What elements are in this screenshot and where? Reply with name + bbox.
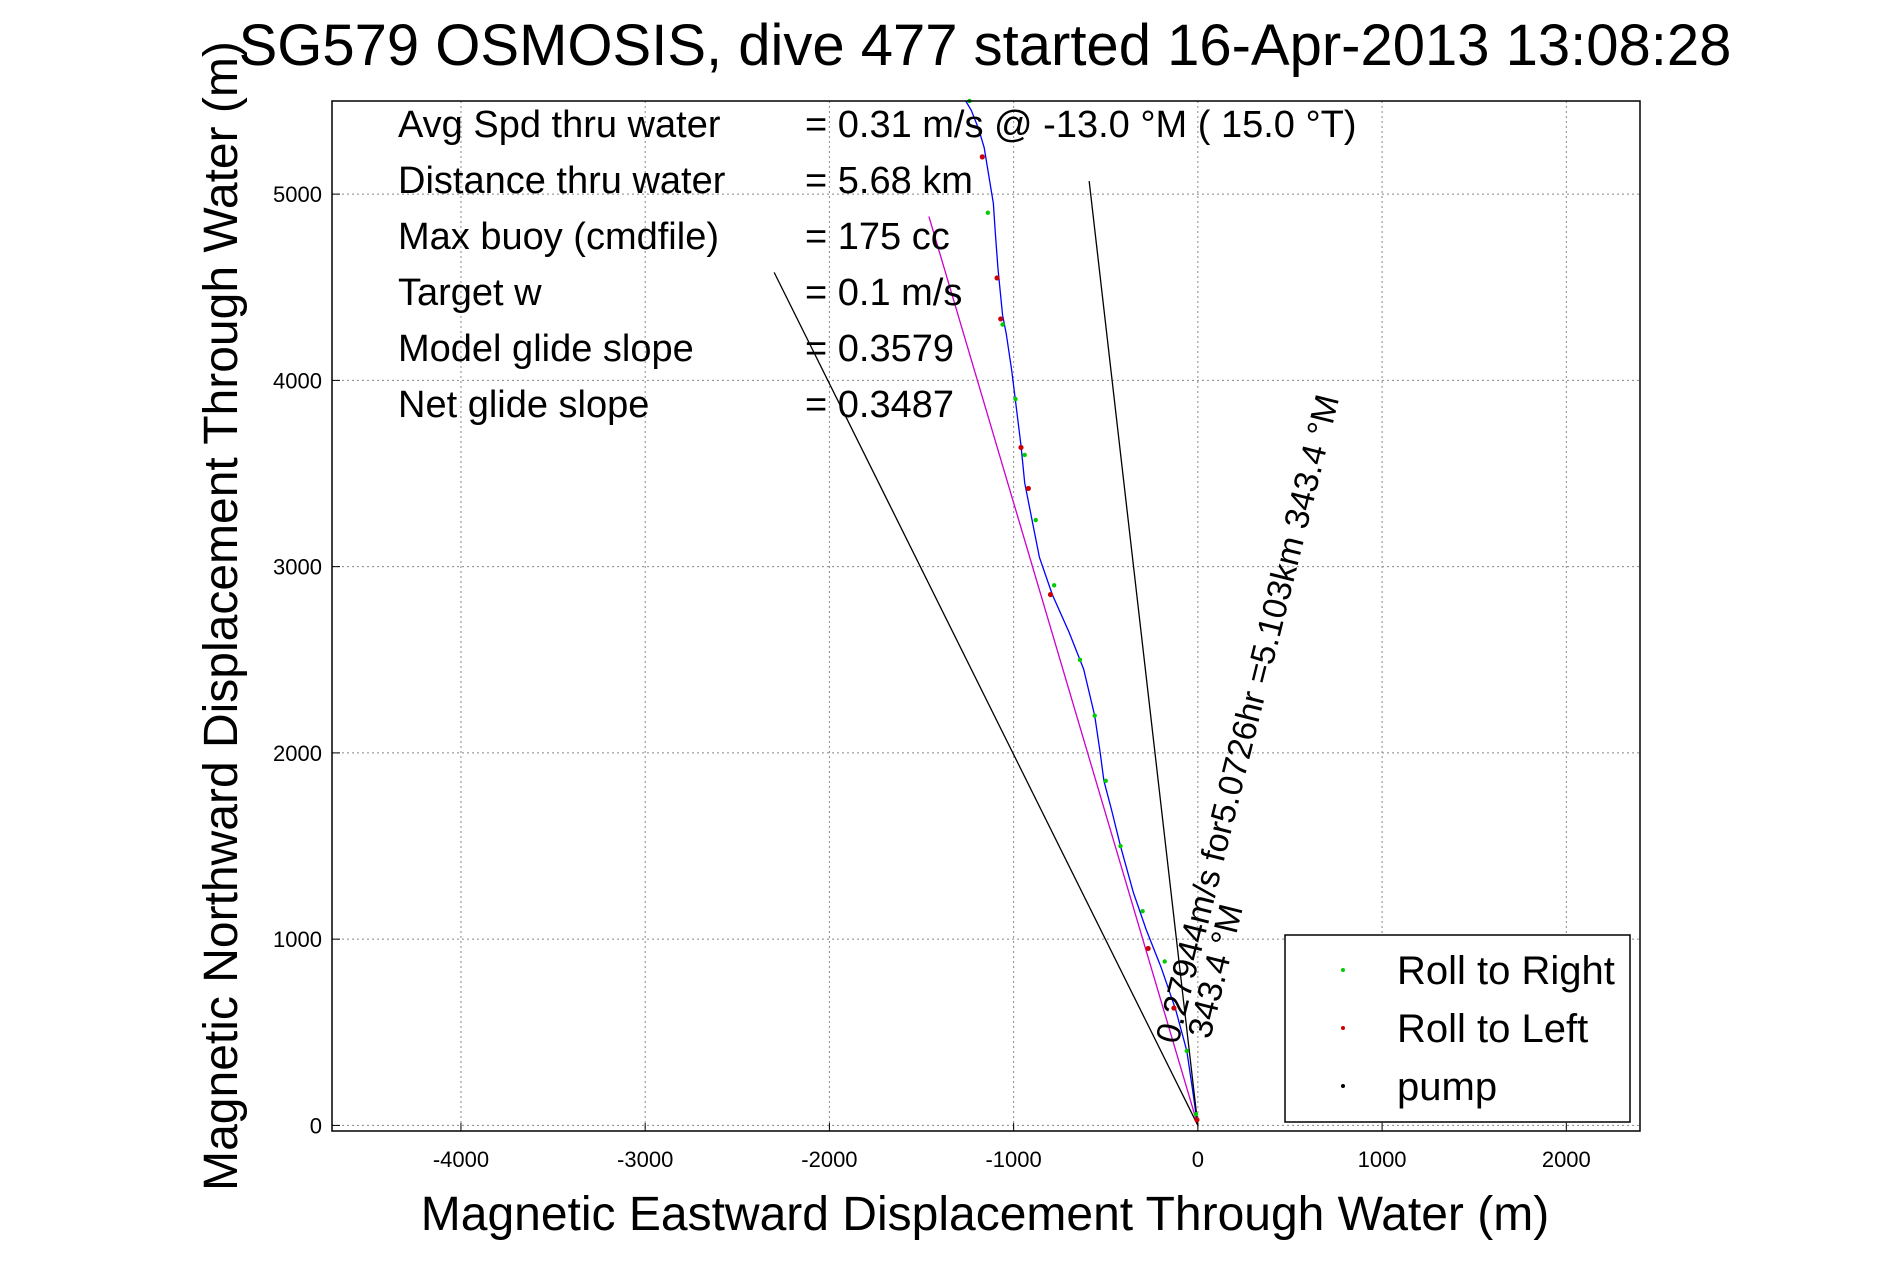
stat-label: Target w — [398, 272, 542, 314]
point-roll-right — [1103, 778, 1108, 784]
plot-frame — [331, 100, 1641, 1132]
legend-marker — [1341, 1084, 1345, 1088]
stat-value: = 175 cc — [805, 216, 950, 258]
point-roll-right — [1162, 959, 1167, 964]
stat-label: Model glide slope — [398, 328, 694, 370]
point-roll-right — [1077, 657, 1083, 662]
x-tick-label: -1000 — [985, 1147, 1041, 1172]
legend-marker — [1341, 968, 1345, 972]
x-tick-label: 0 — [1192, 1147, 1204, 1172]
point-roll-right — [1013, 396, 1018, 402]
legend-entry: Roll to Right — [1397, 949, 1615, 993]
point-roll-right — [1184, 1048, 1190, 1054]
stat-label: Avg Spd thru water — [398, 104, 721, 146]
point-roll-right — [1051, 583, 1057, 588]
series-line-3 — [1088, 181, 1199, 1126]
series-line-1 — [928, 216, 1199, 1126]
stat-label: Max buoy (cmdfile) — [398, 216, 719, 258]
stat-value: = 0.3579 — [805, 328, 954, 370]
plot-points — [967, 98, 1200, 1123]
point-roll-right — [1092, 713, 1097, 718]
stat-value: = 5.68 km — [805, 160, 973, 202]
x-axis-label: Magnetic Eastward Displacement Through W… — [421, 1188, 1549, 1241]
y-axis-label: Magnetic Northward Displacement Through … — [195, 41, 248, 1191]
x-tick-label: 2000 — [1542, 1147, 1591, 1172]
stat-label: Net glide slope — [398, 384, 649, 426]
legend-marker — [1341, 1026, 1345, 1030]
legend: Roll to Right Roll to Left pump — [1284, 934, 1631, 1123]
legend-entry: Roll to Left — [1397, 1007, 1588, 1051]
y-tick-label: 2000 — [273, 741, 322, 766]
point-roll-left — [1025, 485, 1031, 492]
stats-panel: Avg Spd thru water = 0.31 m/s @ -13.0 °M … — [398, 104, 1357, 426]
x-tick-label: -3000 — [617, 1147, 673, 1172]
point-roll-right — [1140, 909, 1145, 914]
stat-value: = 0.31 m/s @ -13.0 °M ( 15.0 °T) — [805, 104, 1357, 146]
point-roll-left — [1145, 945, 1151, 952]
point-roll-right — [985, 210, 991, 215]
stat-value: = 0.3487 — [805, 384, 954, 426]
point-roll-left — [998, 316, 1004, 322]
y-tick-label: 1000 — [273, 927, 322, 952]
legend-entry: pump — [1397, 1065, 1497, 1109]
axes — [332, 193, 1567, 1131]
point-roll-left — [1047, 591, 1054, 598]
point-roll-left — [1171, 1005, 1177, 1011]
point-roll-left — [1018, 444, 1024, 451]
point-roll-right — [1033, 517, 1038, 523]
series-line-0 — [965, 100, 1199, 1126]
stat-label: Distance thru water — [398, 160, 726, 202]
stat-value: = 0.1 m/s — [805, 272, 962, 314]
point-roll-right — [1118, 843, 1123, 849]
series-line-2 — [773, 272, 1199, 1126]
tick-labels: -4000 -3000 -2000 -1000 0 1000 2000 0 1000 2000 30… — [273, 182, 1591, 1172]
point-roll-right — [1000, 322, 1005, 327]
plot-series — [773, 100, 1199, 1126]
x-tick-label: -4000 — [433, 1147, 489, 1172]
point-roll-left — [979, 154, 985, 160]
x-tick-label: 1000 — [1358, 1147, 1407, 1172]
x-tick-label: -2000 — [801, 1147, 857, 1172]
point-roll-right — [1193, 1112, 1199, 1117]
point-roll-left — [994, 275, 1000, 281]
chart-title: SG579 OSMOSIS, dive 477 started 16-Apr-2… — [239, 13, 1732, 78]
point-roll-left — [1194, 1117, 1200, 1123]
y-tick-label: 3000 — [273, 555, 322, 580]
point-roll-right — [1022, 452, 1027, 458]
y-tick-label: 0 — [310, 1113, 322, 1138]
y-tick-label: 4000 — [273, 368, 322, 393]
y-tick-label: 5000 — [273, 182, 322, 207]
